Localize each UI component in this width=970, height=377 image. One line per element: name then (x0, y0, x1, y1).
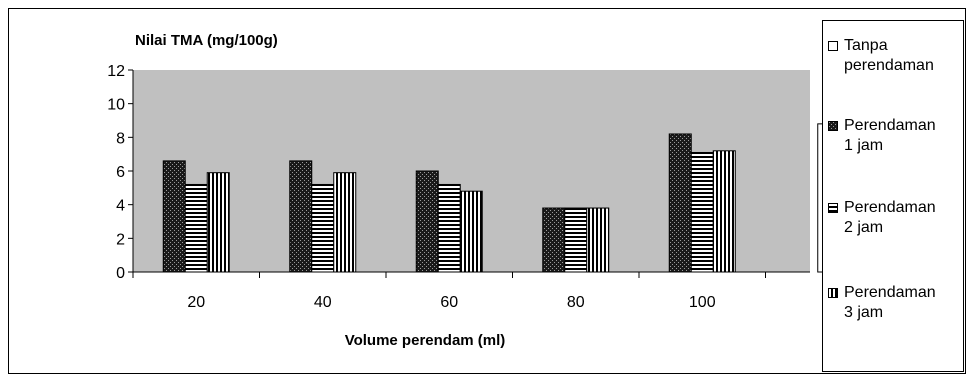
y-tick-label: 12 (107, 63, 125, 80)
legend-item: Perendaman 3 jam (823, 283, 964, 323)
y-tick-label: 2 (116, 231, 125, 248)
legend-label-line2: 2 jam (844, 219, 884, 236)
bar-40-perendaman-2-jam (311, 183, 335, 273)
legend-label-line1: Tanpa (844, 37, 888, 54)
legend-label: Perendaman 1 jam (844, 116, 964, 156)
legend-label-line1: Perendaman (844, 199, 936, 216)
legend-label: Tanpa perendaman (844, 36, 964, 76)
y-tick-label: 4 (116, 198, 125, 215)
legend-swatch (828, 203, 838, 213)
legend-label: Perendaman 2 jam (844, 198, 964, 238)
legend-label-line2: 1 jam (844, 137, 884, 154)
x-axis-label: Volume perendam (ml) (345, 332, 506, 349)
bar-80-perendaman-3-jam (586, 207, 610, 273)
legend: Tanpa perendaman Perendaman 1 jam Perendaman… (822, 20, 964, 372)
legend-swatch (828, 41, 838, 51)
y-tick-label: 10 (107, 97, 125, 114)
legend-swatch (828, 121, 838, 131)
legend-item: Tanpa perendaman (823, 36, 964, 76)
x-tick-label: 20 (187, 294, 205, 311)
bar-40-perendaman-3-jam (333, 172, 357, 273)
x-tick-label: 60 (440, 294, 458, 311)
bar-60-perendaman-3-jam (459, 190, 483, 273)
legend-label-line2: perendaman (844, 57, 934, 74)
bar-20-perendaman-2-jam (184, 183, 208, 273)
y-tick-label: 6 (116, 164, 125, 181)
x-tick-label: 100 (689, 294, 716, 311)
bar-20-perendaman-1-jam (162, 160, 186, 273)
bar-60-perendaman-1-jam (415, 170, 439, 273)
legend-item: Perendaman 1 jam (823, 116, 964, 156)
bar-100-perendaman-2-jam (690, 151, 714, 273)
legend-label: Perendaman 3 jam (844, 283, 964, 323)
x-tick-label: 40 (314, 294, 332, 311)
bar-40-perendaman-1-jam (289, 160, 313, 273)
bar-20-perendaman-3-jam (206, 172, 230, 273)
bar-60-perendaman-2-jam (437, 183, 461, 273)
bar-80-perendaman-1-jam (542, 207, 566, 273)
bar-80-perendaman-2-jam (564, 207, 588, 273)
y-tick-label: 8 (116, 130, 125, 147)
chart-title: Nilai TMA (mg/100g) (135, 32, 278, 49)
bar-100-perendaman-3-jam (712, 150, 736, 273)
legend-swatch (828, 288, 838, 298)
legend-label-line1: Perendaman (844, 284, 936, 301)
legend-label-line2: 3 jam (844, 304, 884, 321)
legend-label-line1: Perendaman (844, 117, 936, 134)
legend-item: Perendaman 2 jam (823, 198, 964, 238)
y-tick-label: 0 (116, 265, 125, 282)
bar-100-perendaman-1-jam (668, 133, 692, 273)
bars-group (162, 123, 841, 273)
axes-group: 0 2 4 6 8 10 12 20 40 60 80 100 (107, 63, 893, 311)
x-tick-label: 80 (567, 294, 585, 311)
